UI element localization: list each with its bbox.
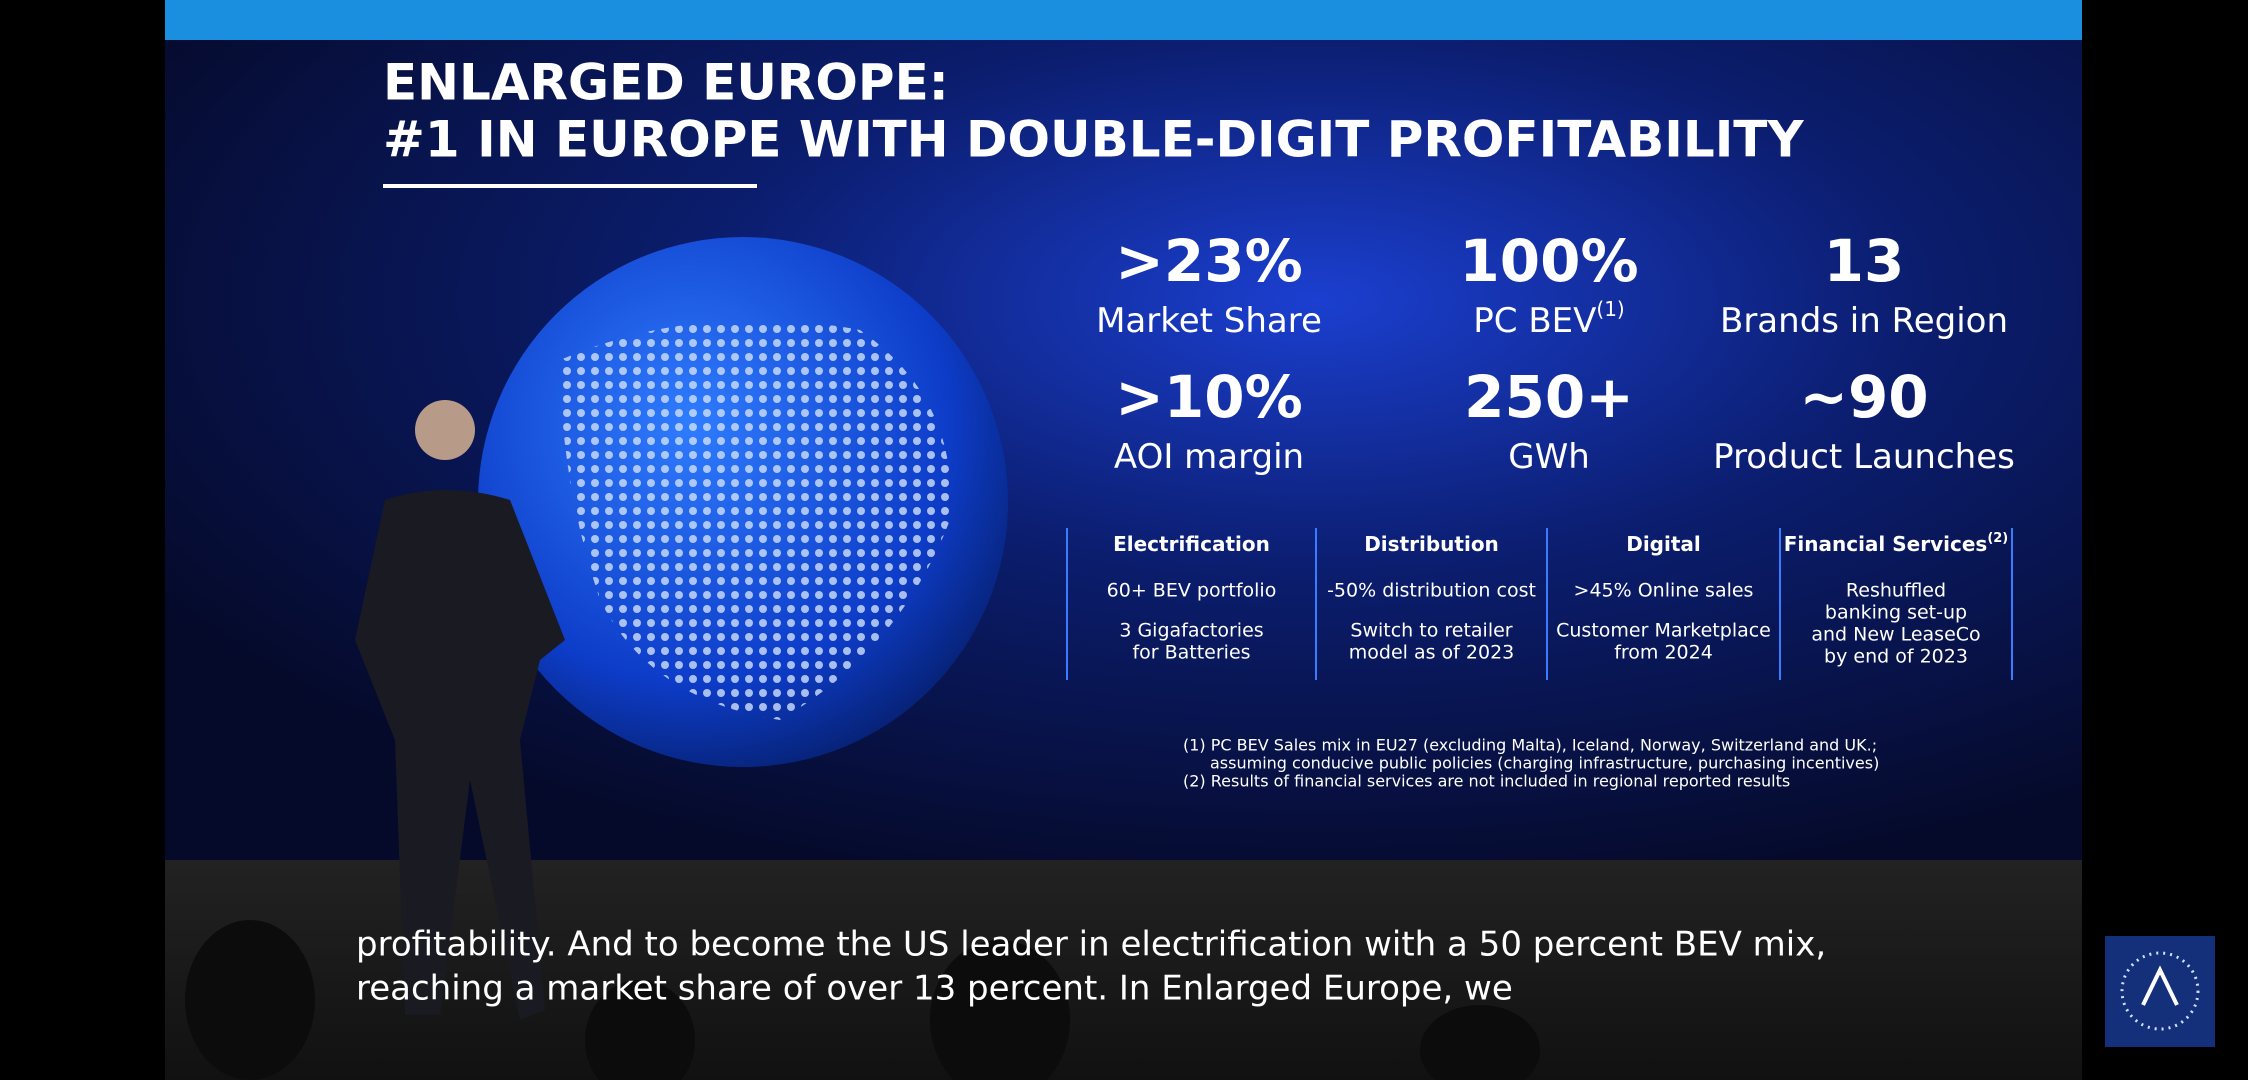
stage: [165, 860, 2082, 1080]
column-heading: Electrification: [1113, 532, 1270, 556]
column-heading-text: Financial Services: [1784, 532, 1988, 556]
column-item: from 2024: [1614, 642, 1713, 664]
column-item: 3 Gigafactories: [1119, 620, 1263, 642]
stat-label: Brands in Region: [1720, 301, 2008, 341]
globe-dots: [560, 320, 951, 720]
subtitle-line: profitability. And to become the US lead…: [356, 925, 1826, 965]
stat-label-text: Brands in Region: [1720, 301, 2008, 341]
column-item: -50% distribution cost: [1327, 580, 1536, 602]
stat-label: PC BEV(1): [1473, 297, 1624, 341]
slide-content: ENLARGED EUROPE:#1 IN EUROPE WITH DOUBLE…: [356, 54, 2015, 1009]
column-item: model as of 2023: [1349, 642, 1515, 664]
column-item: for Batteries: [1132, 642, 1250, 664]
column-item: Reshuffled: [1846, 580, 1946, 602]
slide-band: [165, 0, 2082, 40]
column-item: 60+ BEV portfolio: [1107, 580, 1277, 602]
stat-value: >23%: [1115, 227, 1302, 295]
column-heading-text: Electrification: [1113, 532, 1270, 556]
stat-label-text: GWh: [1508, 437, 1590, 477]
footnote: assuming conducive public policies (char…: [1210, 754, 1879, 773]
logo-ring: [2120, 951, 2200, 1031]
stat-note: (1): [1596, 297, 1624, 321]
column-heading: Digital: [1626, 532, 1701, 556]
stat-label: Product Launches: [1713, 437, 2015, 477]
column-item: banking set-up: [1825, 602, 1967, 624]
stat-label-text: PC BEV: [1473, 301, 1596, 341]
stat-value: 100%: [1459, 227, 1638, 295]
stat-label-text: Market Share: [1096, 301, 1322, 341]
column-item: >45% Online sales: [1574, 580, 1754, 602]
stat-value: ~90: [1799, 363, 1928, 431]
subtitle-line: reaching a market share of over 13 perce…: [356, 969, 1513, 1009]
column-item: by end of 2023: [1824, 646, 1968, 668]
column-heading: Financial Services(2): [1784, 531, 2009, 556]
footnote: (2) Results of financial services are no…: [1183, 772, 1790, 791]
stat-label: AOI margin: [1114, 437, 1304, 477]
slide-title: #1 IN EUROPE WITH DOUBLE-DIGIT PROFITABI…: [383, 111, 1804, 169]
stat-value: 250+: [1464, 363, 1634, 431]
slide-title: ENLARGED EUROPE:: [383, 54, 949, 112]
footnote: (1) PC BEV Sales mix in EU27 (excluding …: [1183, 736, 1877, 755]
column-item: Switch to retailer: [1350, 620, 1512, 642]
speaker: [355, 400, 565, 1020]
title-underline: [383, 184, 757, 188]
audience: [185, 920, 1540, 1080]
stat-value: 13: [1824, 227, 1905, 295]
column-heading-text: Distribution: [1364, 532, 1499, 556]
stat-label: Market Share: [1096, 301, 1322, 341]
stat-value: >10%: [1115, 363, 1302, 431]
stat-label-text: AOI margin: [1114, 437, 1304, 477]
column-heading: Distribution: [1364, 532, 1499, 556]
column-note: (2): [1987, 531, 2008, 546]
column-heading-text: Digital: [1626, 532, 1701, 556]
stat-label-text: Product Launches: [1713, 437, 2015, 477]
logo-mark: [2141, 965, 2179, 1006]
column-item: Customer Marketplace: [1556, 620, 1771, 642]
stat-label: GWh: [1508, 437, 1590, 477]
column-item: and New LeaseCo: [1811, 624, 1980, 646]
